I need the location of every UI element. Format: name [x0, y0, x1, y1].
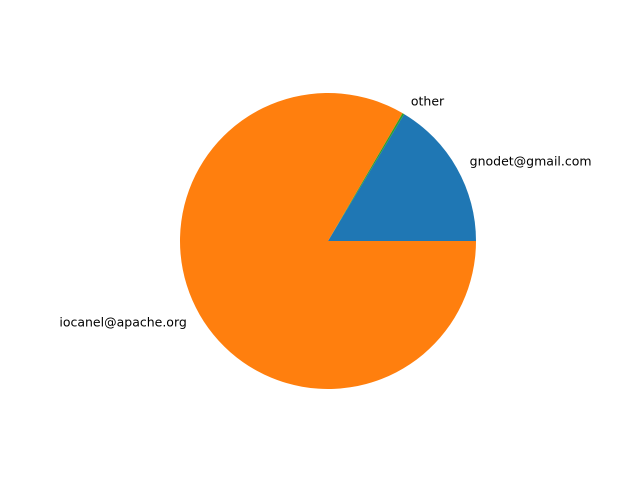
pie-slices [180, 93, 477, 390]
pie-label-gnodet-gmail-com: gnodet@gmail.com [470, 153, 592, 168]
pie-slice-other [328, 113, 405, 241]
pie-slice-iocanel-apache-org [180, 93, 476, 390]
pie-label-iocanel-apache-org: iocanel@apache.org [59, 315, 186, 330]
pie-label-other: other [411, 93, 445, 108]
pie-labels: gnodet@gmail.com other iocanel@apache.org [59, 93, 591, 329]
pie-slice-gnodet-gmail-com [328, 114, 477, 241]
